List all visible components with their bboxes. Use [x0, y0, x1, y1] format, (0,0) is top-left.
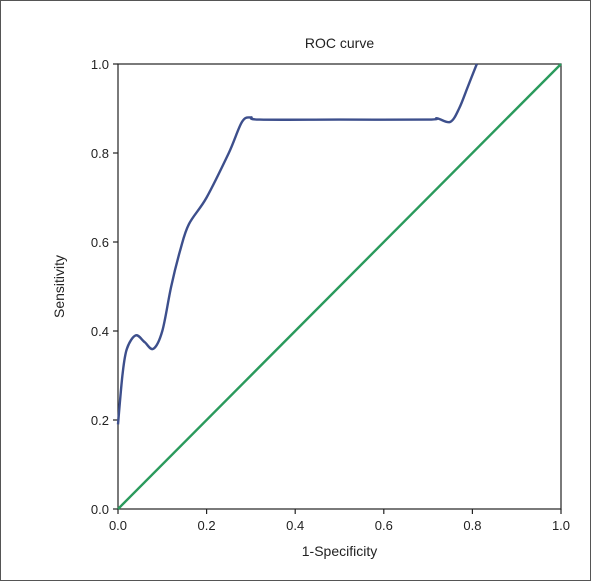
series-layer — [116, 63, 562, 510]
y-tick-label: 0.4 — [91, 324, 109, 339]
x-tick-label: 0.8 — [463, 518, 481, 533]
y-tick-label: 0.8 — [91, 146, 109, 161]
plot-area — [117, 63, 562, 510]
y-tick-label: 1.0 — [91, 57, 109, 72]
chart-title: ROC curve — [305, 35, 374, 51]
x-tick-label: 0.6 — [375, 518, 393, 533]
y-tick-label: 0.0 — [91, 502, 109, 517]
axis-ticks: 0.0 0.2 0.4 0.6 0.8 1.0 0.0 0.2 0.4 0.6 0.8 1.0 — [91, 57, 570, 533]
reference-diagonal-line — [117, 63, 562, 510]
x-axis-title: 1-Specificity — [302, 543, 377, 559]
y-tick-label: 0.2 — [91, 413, 109, 428]
y-axis-title: Sensitivity — [51, 255, 67, 318]
x-tick-label: 0.2 — [198, 518, 216, 533]
x-tick-label: 0.0 — [109, 518, 127, 533]
x-tick-label: 1.0 — [552, 518, 570, 533]
y-tick-label: 0.6 — [91, 235, 109, 250]
roc-curve-line — [116, 63, 478, 425]
x-tick-label: 0.4 — [286, 518, 304, 533]
